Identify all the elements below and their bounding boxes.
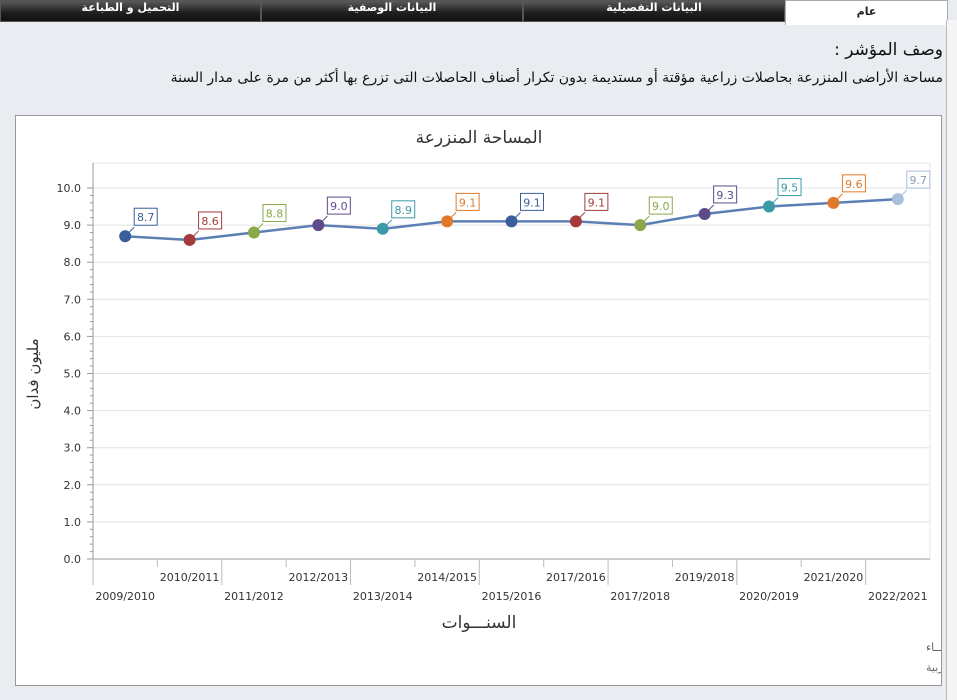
x-tick-label: 2019/2018 (675, 571, 735, 584)
x-tick-label: 2014/2015 (417, 571, 477, 584)
data-label-box (648, 196, 673, 215)
data-point (183, 233, 196, 246)
x-tick-label: 2011/2012 (224, 590, 284, 603)
data-label-box (198, 211, 223, 230)
x-tick-label: 2013/2014 (353, 590, 413, 603)
y-tick-label: 1.0 (64, 516, 82, 529)
tab-download-print[interactable]: التحميل و الطباعة (0, 0, 261, 22)
y-tick-label: 3.0 (64, 442, 82, 455)
y-tick-label: 10.0 (57, 182, 82, 195)
data-point (376, 222, 389, 235)
data-point (441, 215, 454, 228)
y-tick-label: 9.0 (64, 219, 82, 232)
x-tick-label: 2021/2020 (804, 571, 864, 584)
data-label: 9.7 (910, 174, 928, 187)
x-tick-label: 2009/2010 (95, 590, 155, 603)
x-tick-label: 2020/2019 (739, 590, 799, 603)
data-point (763, 200, 776, 213)
y-tick-label: 4.0 (64, 405, 82, 418)
data-label: 9.6 (845, 178, 863, 191)
tab-bar: عام البيانات التفصيلية البيانات الوصفية … (0, 0, 948, 25)
data-label: 9.1 (459, 196, 477, 209)
data-point (891, 193, 904, 206)
x-axis-label: السنـــوات (442, 613, 517, 633)
data-label-box (520, 192, 544, 211)
data-point (505, 215, 518, 228)
data-label-box (391, 200, 416, 219)
data-label-box (455, 192, 480, 211)
copyright-text: حقوق الملكية للجهـــاز المركزي للتعبئة ا… (926, 640, 941, 654)
line-chart: المساحة المنزرعة السنـــوات مليون فدان 0… (24, 128, 957, 674)
data-label-box (713, 185, 738, 204)
x-tick-label: 2012/2013 (288, 571, 348, 584)
indicator-title: وصف المؤشر : (834, 40, 943, 60)
source-text: المصدر الأساسـى للأحصاءات الرسـمية لجمهو… (926, 660, 941, 674)
tab-detailed-data[interactable]: البيانات التفصيلية (523, 0, 785, 22)
y-axis-label: مليون فدان (24, 338, 42, 409)
data-label: 9.0 (652, 200, 670, 213)
chart-title: المساحة المنزرعة (416, 128, 543, 148)
x-tick-label: 2010/2011 (160, 571, 220, 584)
scrollbar[interactable] (946, 20, 957, 700)
x-tick-label: 2017/2018 (610, 590, 670, 603)
data-label: 9.3 (716, 189, 734, 202)
tab-metadata[interactable]: البيانات الوصفية (261, 0, 523, 22)
y-tick-label: 8.0 (64, 256, 82, 269)
data-label-box (584, 192, 609, 211)
y-tick-label: 7.0 (64, 293, 82, 306)
data-point (634, 219, 647, 232)
data-label-box (262, 204, 287, 223)
data-label-box (841, 174, 866, 193)
x-tick-label: 2017/2016 (546, 571, 606, 584)
data-point (312, 219, 325, 232)
tab-general[interactable]: عام (785, 0, 948, 25)
data-point (698, 207, 711, 220)
chart-container: المساحة المنزرعة السنـــوات مليون فدان 0… (15, 115, 957, 686)
y-tick-label: 6.0 (64, 330, 82, 343)
x-tick-label: 2015/2016 (482, 590, 542, 603)
indicator-description: مساحة الأراضى المنزرعة بحاصلات زراعية مؤ… (170, 70, 943, 86)
data-label: 9.0 (330, 200, 348, 213)
y-tick-label: 5.0 (64, 368, 82, 381)
data-point (247, 226, 260, 239)
data-label-box (133, 207, 158, 226)
data-label: 8.6 (201, 215, 219, 228)
data-label: 8.9 (394, 204, 412, 217)
data-point (569, 215, 582, 228)
data-label-box (906, 170, 931, 189)
data-label-box (777, 178, 802, 197)
data-label: 8.7 (137, 211, 155, 224)
data-label: 9.1 (588, 196, 606, 209)
data-point (827, 196, 840, 209)
data-label: 9.1 (523, 196, 541, 209)
x-tick-label: 2022/2021 (868, 590, 928, 603)
data-label-box (326, 196, 351, 215)
y-tick-label: 0.0 (64, 553, 82, 566)
data-label: 9.5 (781, 182, 799, 195)
data-label: 8.8 (266, 208, 284, 221)
data-point (119, 230, 132, 243)
y-tick-label: 2.0 (64, 479, 82, 492)
